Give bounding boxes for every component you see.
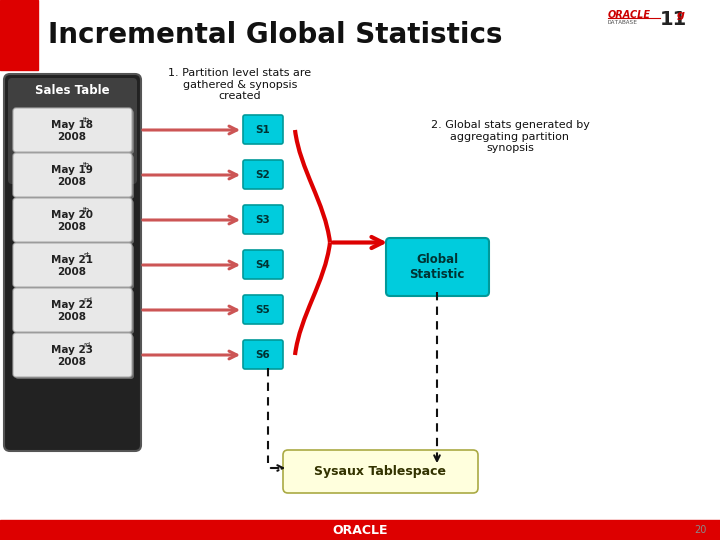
FancyBboxPatch shape (13, 243, 132, 287)
Text: Incremental Global Statistics: Incremental Global Statistics (48, 21, 503, 49)
FancyBboxPatch shape (243, 340, 283, 369)
FancyBboxPatch shape (243, 115, 283, 144)
FancyBboxPatch shape (243, 205, 283, 234)
Text: S5: S5 (256, 305, 271, 315)
Text: st: st (84, 252, 89, 258)
Text: S6: S6 (256, 350, 271, 360)
Text: 11: 11 (660, 10, 688, 29)
Text: Sysaux Tablespace: Sysaux Tablespace (314, 465, 446, 478)
Text: S1: S1 (256, 125, 271, 135)
Text: May 19: May 19 (51, 165, 93, 175)
Bar (0, 520, 720, 540)
Text: nd: nd (84, 297, 92, 303)
Text: th: th (84, 117, 91, 123)
Text: May 23: May 23 (51, 345, 93, 355)
FancyBboxPatch shape (13, 198, 132, 242)
Text: S4: S4 (256, 260, 271, 270)
Text: S2: S2 (256, 170, 271, 180)
Text: May 20: May 20 (51, 210, 93, 220)
Text: 2008: 2008 (58, 222, 86, 232)
Text: g: g (677, 10, 685, 20)
Text: ORACLE: ORACLE (608, 10, 651, 20)
FancyBboxPatch shape (8, 78, 137, 184)
FancyBboxPatch shape (13, 153, 132, 197)
Text: May 21: May 21 (51, 255, 93, 265)
FancyBboxPatch shape (243, 160, 283, 189)
FancyBboxPatch shape (15, 290, 134, 334)
FancyBboxPatch shape (13, 108, 132, 152)
Text: S3: S3 (256, 215, 271, 225)
Text: rd: rd (84, 342, 90, 348)
Text: Sales Table: Sales Table (35, 84, 109, 97)
Text: 20: 20 (694, 525, 706, 535)
Text: 2008: 2008 (58, 357, 86, 367)
FancyBboxPatch shape (15, 245, 134, 289)
Text: May 18: May 18 (51, 120, 93, 130)
FancyBboxPatch shape (13, 288, 132, 332)
FancyBboxPatch shape (15, 110, 134, 154)
Text: 2008: 2008 (58, 267, 86, 277)
FancyBboxPatch shape (283, 450, 478, 493)
FancyBboxPatch shape (243, 295, 283, 324)
Text: 1. Partition level stats are
gathered & synopsis
created: 1. Partition level stats are gathered & … (168, 68, 312, 101)
Text: Global
Statistic: Global Statistic (409, 253, 464, 281)
FancyBboxPatch shape (243, 250, 283, 279)
Text: th: th (84, 207, 91, 213)
Text: May 22: May 22 (51, 300, 93, 310)
FancyBboxPatch shape (386, 238, 489, 296)
Text: DATABASE: DATABASE (608, 20, 638, 25)
FancyBboxPatch shape (15, 200, 134, 244)
FancyBboxPatch shape (15, 155, 134, 199)
Text: ORACLE: ORACLE (332, 523, 388, 537)
FancyBboxPatch shape (15, 335, 134, 379)
FancyBboxPatch shape (13, 333, 132, 377)
Text: 2008: 2008 (58, 132, 86, 142)
Text: th: th (84, 162, 91, 168)
Text: 2. Global stats generated by
aggregating partition
synopsis: 2. Global stats generated by aggregating… (431, 120, 590, 153)
FancyBboxPatch shape (4, 74, 141, 451)
Bar (0, 0, 38, 70)
Text: 2008: 2008 (58, 177, 86, 187)
Text: 2008: 2008 (58, 312, 86, 322)
